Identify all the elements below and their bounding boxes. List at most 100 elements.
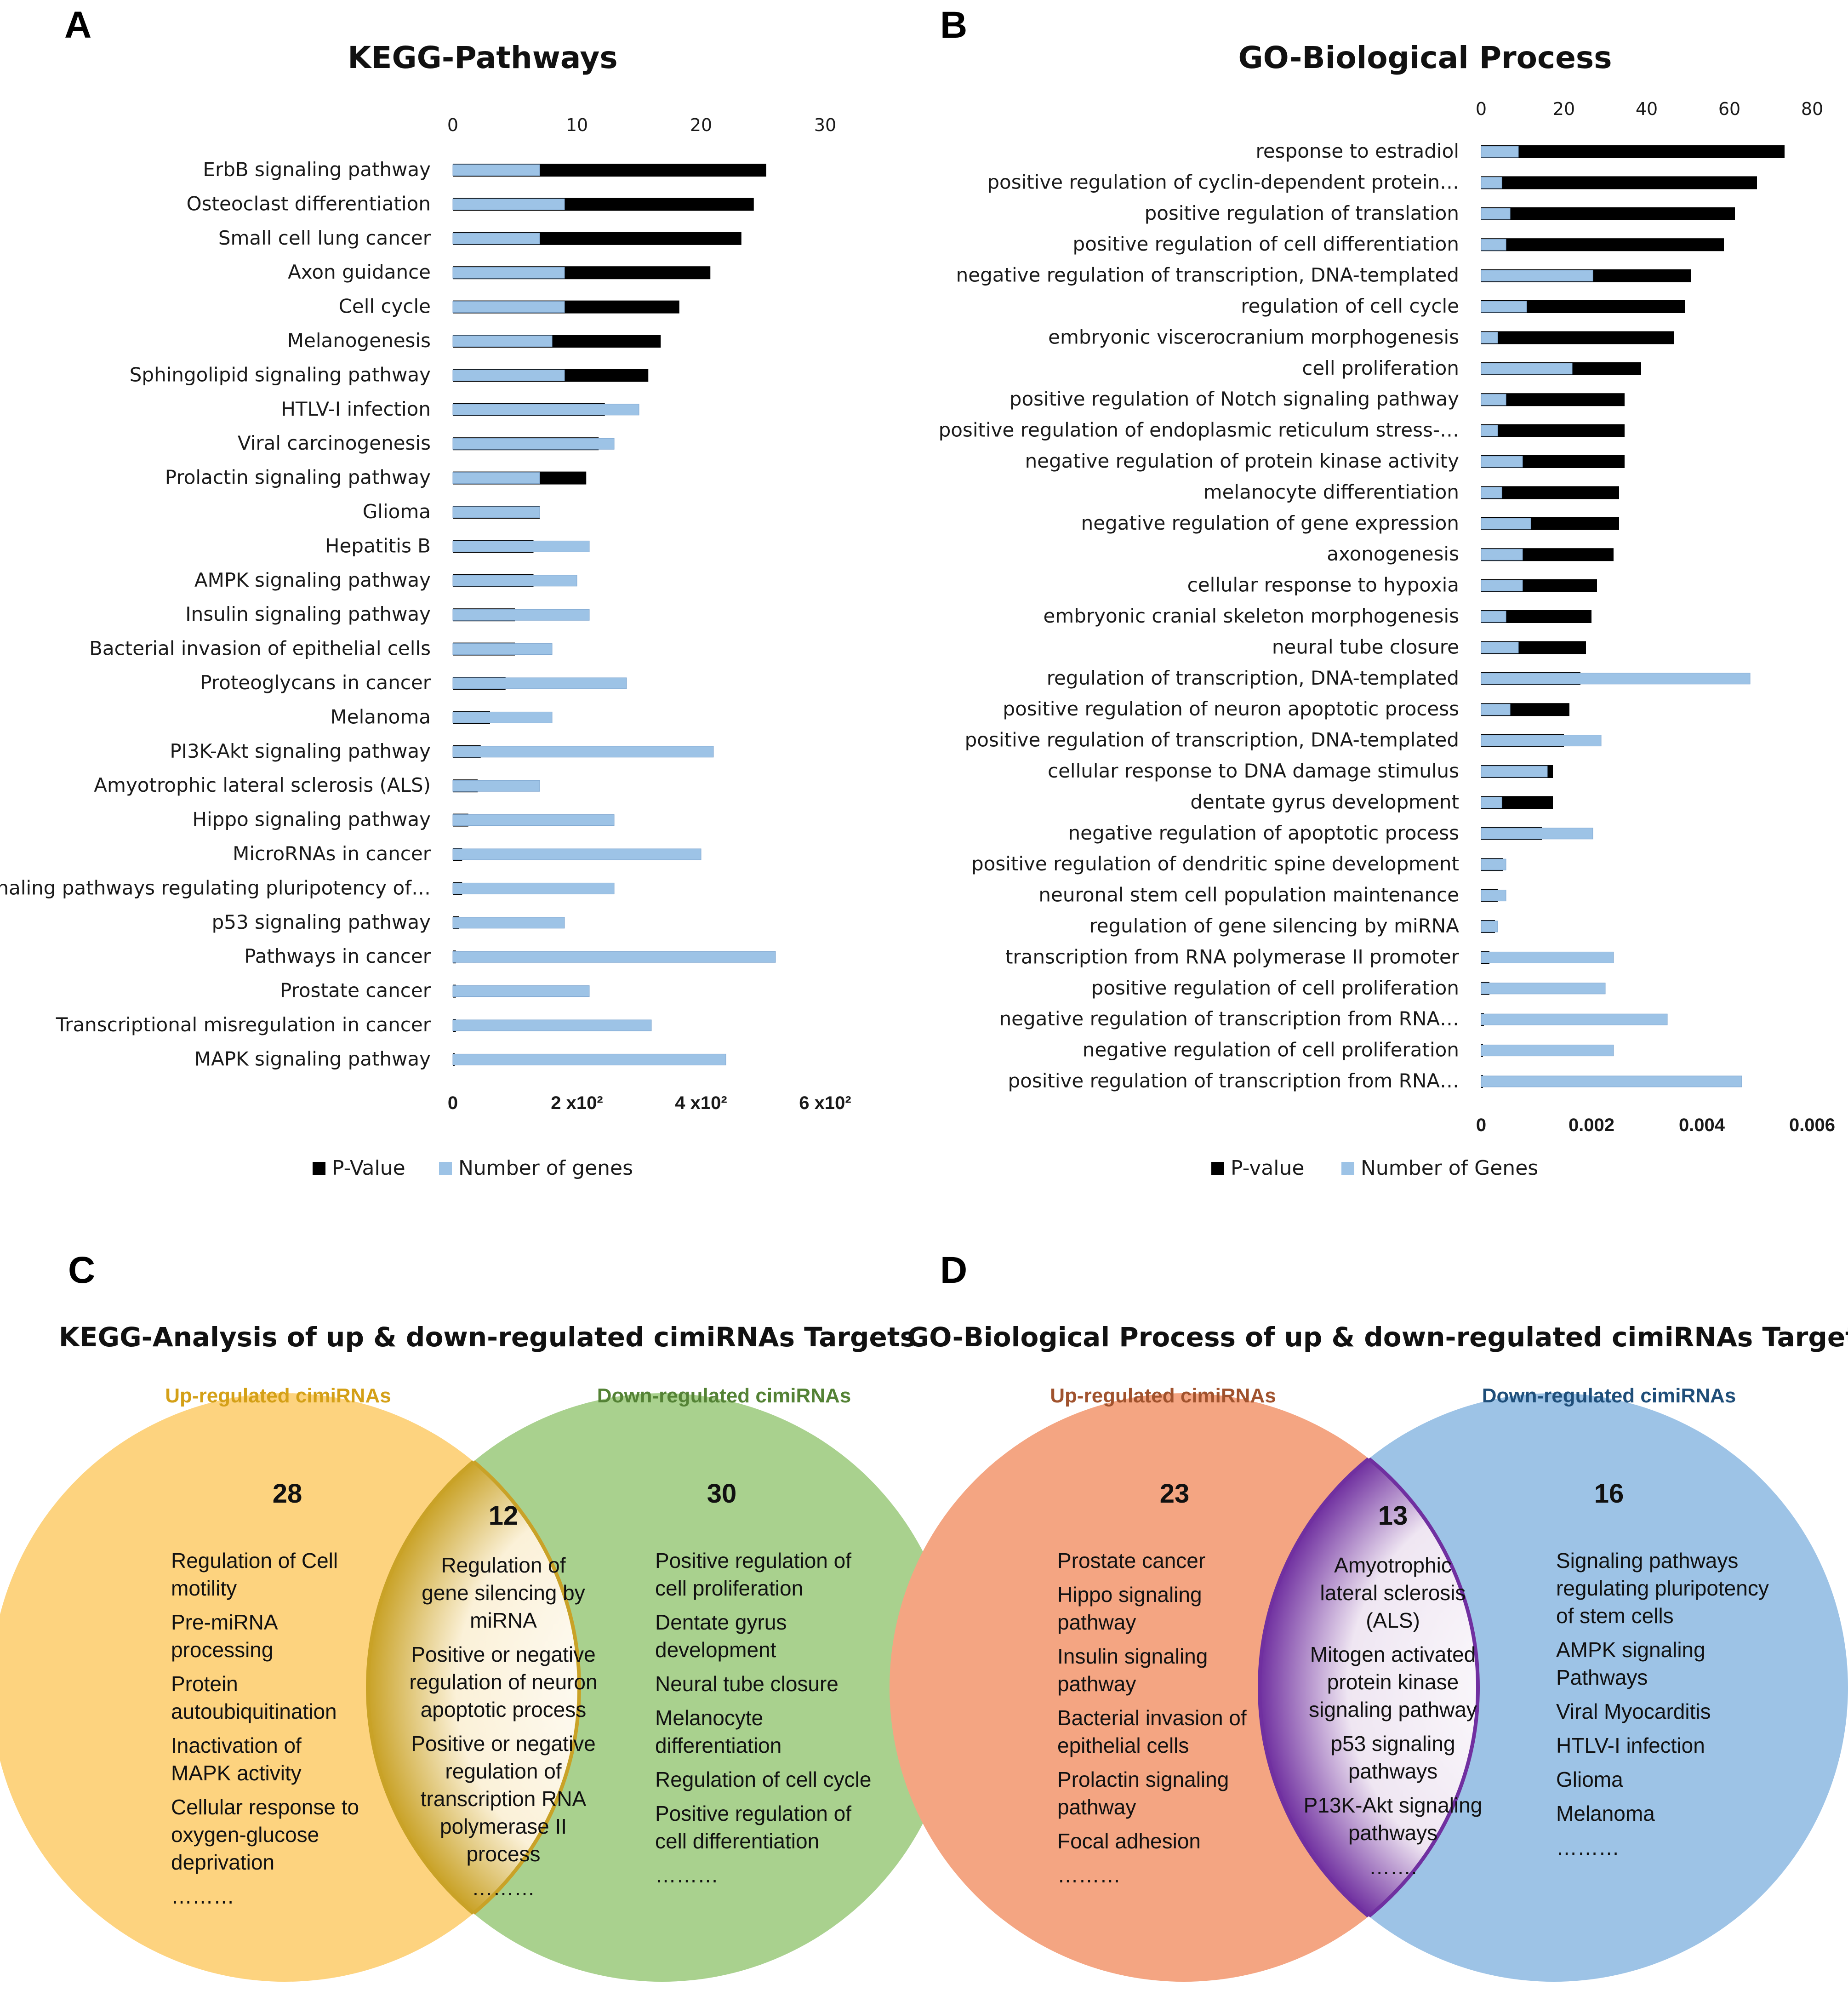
- category-label: positive regulation of transcription, DN…: [965, 729, 1459, 751]
- category-label: Hepatitis B: [325, 534, 431, 557]
- bar-gene-count: [452, 575, 577, 587]
- category-label: Sphingolipid signaling pathway: [130, 363, 431, 386]
- bar-pvalue: [1481, 424, 1625, 437]
- bar-gene-count: [452, 780, 540, 792]
- category-label: positive regulation of dendritic spine d…: [971, 852, 1459, 875]
- category-label: response to estradiol: [1255, 140, 1459, 162]
- venn-item-down-only: ………: [655, 1863, 719, 1887]
- venn-diagram-c: Up-regulated cimiRNAs Down-regulated cimi…: [0, 1384, 956, 1982]
- venn-heading-down-regulated: Down-regulated cimiRNAs: [1482, 1384, 1736, 1407]
- category-label: MicroRNAs in cancer: [233, 842, 431, 865]
- category-label: positive regulation of neuron apoptotic …: [1003, 698, 1459, 720]
- venn-item-shared: pathways: [1348, 1759, 1437, 1783]
- venn-item-shared: regulation of: [445, 1759, 561, 1783]
- venn-heading-up-regulated: Up-regulated cimiRNAs: [1050, 1384, 1276, 1407]
- top-axis-tick-label: 40: [1636, 99, 1658, 119]
- bar-gene-count: [452, 985, 590, 997]
- bottom-axis-tick-label: 0.002: [1569, 1115, 1614, 1135]
- category-label: p53 signaling pathway: [212, 911, 431, 933]
- venn-item-up-only: Regulation of Cell: [171, 1549, 338, 1573]
- category-label: neuronal stem cell population maintenanc…: [1038, 884, 1459, 906]
- category-label: cell proliferation: [1302, 357, 1459, 379]
- bar-gene-count: [1481, 611, 1506, 623]
- bottom-axis-tick-label: 0: [1476, 1115, 1486, 1135]
- bar-gene-count: [1481, 983, 1606, 995]
- venn-intersection-outline: [1260, 1393, 1480, 1982]
- top-axis-tick-label: 20: [690, 115, 712, 135]
- category-label: Melanoma: [331, 705, 431, 728]
- venn-item-down-only: Positive regulation of: [655, 1549, 851, 1573]
- bar-gene-count: [452, 609, 590, 621]
- venn-item-up-only: ………: [1057, 1863, 1121, 1887]
- venn-item-up-only: pathway: [1057, 1795, 1136, 1819]
- bar-gene-count: [452, 267, 565, 279]
- venn-item-down-only: Pathways: [1556, 1665, 1648, 1689]
- bar-gene-count: [452, 198, 565, 210]
- top-axis-tick-label: 0: [1476, 99, 1487, 119]
- bar-gene-count: [452, 814, 615, 826]
- venn-item-shared: p53 signaling: [1330, 1732, 1455, 1756]
- category-label: dentate gyrus development: [1190, 790, 1459, 813]
- category-label: negative regulation of protein kinase ac…: [1025, 450, 1459, 472]
- bar-gene-count: [1481, 796, 1502, 808]
- bar-gene-count: [452, 1019, 652, 1031]
- venn-count-down-only: 30: [707, 1479, 737, 1509]
- category-label: regulation of cell cycle: [1241, 295, 1459, 317]
- legend-swatch-pvalue: [313, 1162, 325, 1175]
- category-label: neural tube closure: [1272, 635, 1459, 658]
- panel-letter-b: B: [940, 4, 967, 46]
- venn-title-c: KEGG-Analysis of up & down-regulated cim…: [59, 1321, 916, 1353]
- category-label: negative regulation of transcription fro…: [999, 1007, 1459, 1030]
- panel-letter-c: C: [68, 1249, 95, 1291]
- bottom-axis-tick-label: 0.006: [1789, 1115, 1835, 1135]
- chart-legend: P-Value Number of genes: [313, 1156, 633, 1180]
- bar-gene-count: [1481, 549, 1523, 560]
- venn-item-shared: ………: [472, 1876, 535, 1900]
- category-label: melanocyte differentiation: [1203, 480, 1459, 503]
- chart-title-b: GO-Biological Process: [1238, 40, 1612, 75]
- venn-item-up-only: Prostate cancer: [1057, 1549, 1205, 1573]
- venn-item-shared: Positive or negative: [411, 1732, 595, 1756]
- bar-gene-count: [452, 917, 565, 929]
- category-label: regulation of transcription, DNA-templat…: [1047, 667, 1459, 689]
- bar-gene-count: [1481, 518, 1531, 530]
- venn-item-up-only: MAPK activity: [171, 1761, 302, 1785]
- venn-item-up-only: epithelial cells: [1057, 1733, 1189, 1757]
- category-label: negative regulation of cell proliferatio…: [1083, 1039, 1459, 1061]
- category-label: Signaling pathways regulating pluripoten…: [0, 876, 431, 899]
- category-label: PI3K-Akt signaling pathway: [170, 740, 431, 762]
- legend-label-pvalue: P-Value: [332, 1156, 405, 1180]
- bar-gene-count: [1481, 703, 1511, 715]
- bar-gene-count: [1481, 580, 1523, 592]
- legend-swatch-genes: [439, 1162, 452, 1175]
- category-label: Melanogenesis: [287, 329, 431, 352]
- bar-gene-count: [1481, 146, 1519, 158]
- category-label: Pathways in cancer: [244, 945, 431, 967]
- category-label: HTLV-I infection: [281, 398, 431, 420]
- venn-item-down-only: AMPK signaling: [1556, 1638, 1705, 1662]
- bar-gene-count: [1481, 858, 1506, 870]
- venn-item-shared: …….: [1369, 1855, 1417, 1879]
- category-label: positive regulation of cyclin-dependent …: [987, 171, 1459, 193]
- bar-gene-count: [1481, 890, 1506, 902]
- venn-intersection: [1258, 1393, 1478, 1982]
- venn-item-down-only: differentiation: [655, 1733, 781, 1757]
- category-label: Cell cycle: [339, 295, 431, 318]
- legend-swatch-pvalue: [1211, 1162, 1224, 1175]
- bar-gene-count: [1481, 394, 1506, 406]
- venn-item-down-only: Melanoma: [1556, 1801, 1655, 1825]
- venn-item-up-only: ………: [171, 1884, 234, 1908]
- panel-a-kegg-bar-chart: A KEGG-Pathways 0 10 20 30 0 2 x10² 4 x10² 6 x1…: [0, 4, 851, 1180]
- venn-intersection: [366, 1393, 579, 1982]
- bar-gene-count: [1481, 208, 1511, 220]
- bar-gene-count: [452, 335, 553, 347]
- venn-item-shared: pathways: [1348, 1821, 1437, 1845]
- bar-gene-count: [1481, 301, 1527, 313]
- category-label: Insulin signaling pathway: [185, 603, 431, 625]
- bar-gene-count: [452, 643, 553, 655]
- bar-gene-count: [1481, 766, 1548, 778]
- category-label: AMPK signaling pathway: [194, 569, 431, 591]
- category-label: MAPK signaling pathway: [194, 1047, 431, 1070]
- category-label: regulation of gene silencing by miRNA: [1089, 915, 1459, 937]
